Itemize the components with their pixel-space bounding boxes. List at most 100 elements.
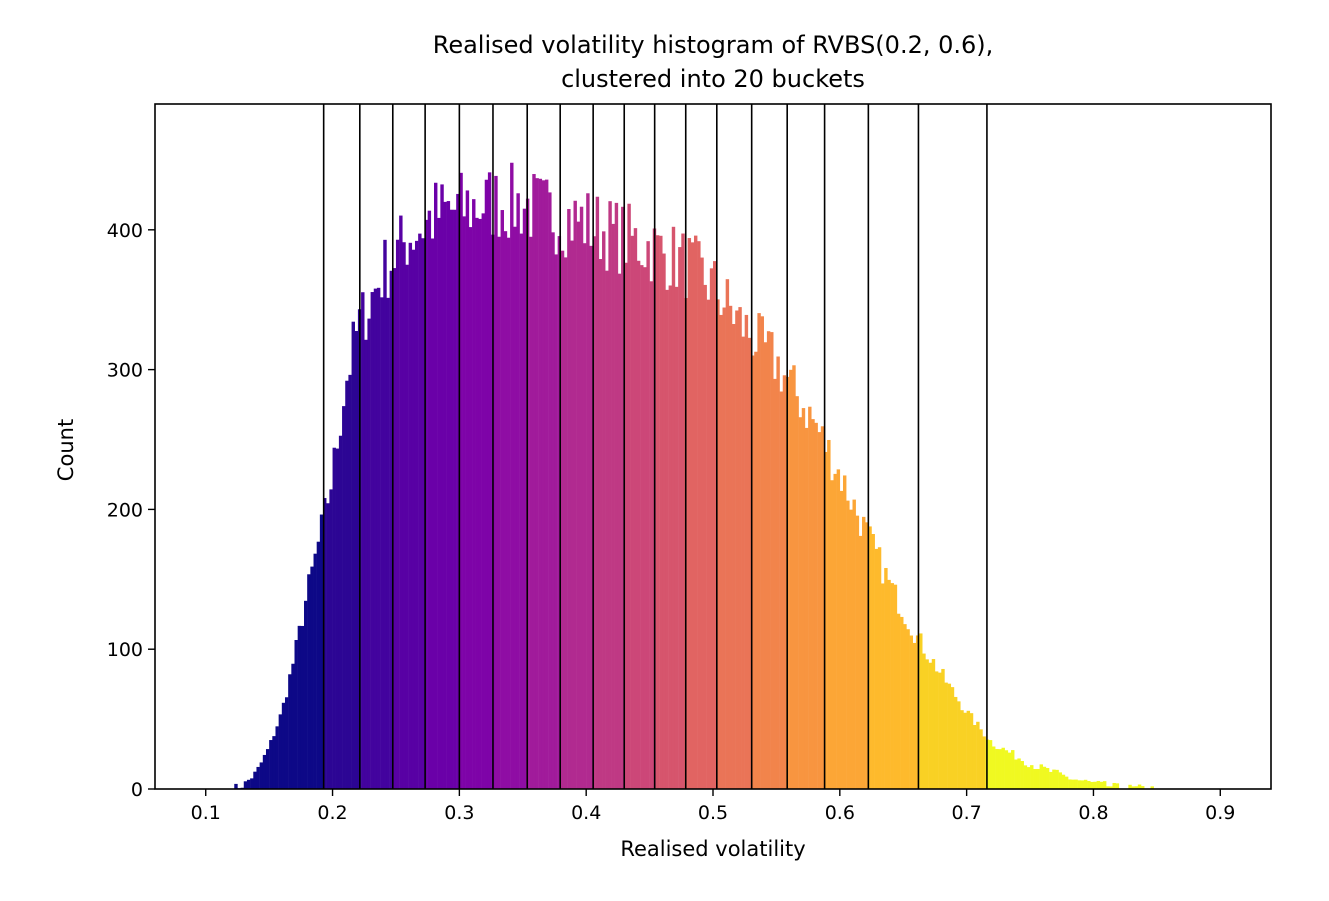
histogram-bar: [586, 193, 590, 789]
x-tick-label: 0.1: [191, 802, 221, 824]
histogram-bar: [969, 713, 974, 789]
histogram-bar: [529, 236, 533, 789]
histogram-bar: [323, 498, 327, 789]
histogram-bar: [950, 687, 955, 789]
histogram-bar: [922, 653, 926, 789]
histogram-bar: [766, 331, 771, 789]
histogram-bar: [713, 261, 717, 789]
histogram-bar: [925, 659, 929, 789]
histogram-bar: [896, 613, 901, 789]
histogram-bar: [338, 435, 343, 789]
histogram-bar: [858, 535, 863, 789]
histogram-bar: [953, 696, 958, 789]
histogram-bar: [414, 240, 419, 790]
histogram-bar: [1001, 747, 1005, 789]
histogram-bar: [456, 193, 460, 789]
histogram-bar: [700, 257, 704, 789]
histogram-bar: [804, 427, 809, 789]
histogram-bar: [354, 331, 359, 789]
histogram-bar: [1055, 769, 1059, 789]
histogram-bar: [732, 324, 736, 789]
histogram-bar: [773, 378, 777, 789]
histogram-bar: [510, 162, 514, 789]
histogram-bar: [284, 697, 289, 789]
histogram-bar: [300, 625, 305, 789]
histogram-bar: [1083, 779, 1088, 789]
histogram-bar: [912, 642, 917, 789]
histogram-bar: [846, 500, 850, 789]
histogram-bar: [453, 209, 457, 789]
histogram-bar: [1109, 786, 1113, 789]
histogram-bar: [890, 583, 894, 789]
histogram-bar: [1033, 769, 1037, 789]
histogram-bar: [998, 749, 1002, 789]
histogram-bar: [906, 629, 910, 789]
histogram-bar: [671, 226, 676, 790]
histogram-bar: [728, 305, 733, 789]
histogram-bar: [592, 236, 596, 789]
histogram-bar: [269, 740, 273, 789]
histogram-bar: [605, 270, 609, 789]
histogram-bar: [1064, 776, 1069, 789]
x-tick-label: 0.2: [317, 802, 347, 824]
histogram-bar: [535, 178, 539, 789]
histogram-bar: [364, 339, 368, 789]
histogram-bar: [519, 233, 524, 790]
histogram-bar: [614, 202, 619, 789]
histogram-bar: [947, 683, 952, 789]
histogram-bar: [459, 172, 463, 790]
histogram-bar: [1030, 765, 1034, 789]
histogram-bar: [1137, 784, 1142, 789]
histogram-bar: [820, 426, 825, 789]
histogram-bar: [751, 355, 755, 789]
histogram-bar: [386, 297, 390, 789]
histogram-bar: [674, 286, 679, 789]
histogram-bar: [532, 174, 536, 789]
histogram-bar: [855, 515, 860, 789]
histogram-bar: [1099, 781, 1104, 789]
histogram-bar: [513, 226, 517, 790]
histogram-bar: [655, 235, 660, 790]
histogram-bar: [563, 257, 568, 789]
histogram-bar: [830, 480, 834, 789]
histogram-bar: [234, 783, 238, 789]
histogram-bar: [630, 235, 634, 789]
histogram-bar: [348, 374, 352, 789]
histogram-bar: [934, 671, 939, 789]
histogram-bar: [1020, 761, 1024, 789]
histogram-bar: [446, 201, 451, 790]
histogram-bar: [725, 279, 730, 789]
histogram-bar: [770, 332, 774, 789]
histogram-bar: [782, 375, 787, 789]
histogram-bar: [1106, 786, 1110, 789]
histogram-bar: [928, 662, 933, 789]
histogram-bar: [297, 625, 302, 789]
histogram-bar: [703, 284, 707, 789]
histogram-bar: [405, 264, 409, 789]
histogram-bar: [1061, 774, 1066, 789]
histogram-bar: [1039, 764, 1043, 789]
histogram-bar: [440, 184, 444, 789]
x-tick-label: 0.5: [698, 802, 728, 824]
histogram-bar: [738, 307, 742, 789]
histogram-bar: [915, 635, 920, 789]
x-tick-label: 0.3: [444, 802, 474, 824]
histogram-bar: [494, 175, 498, 790]
histogram-bar: [709, 268, 714, 790]
histogram-bar: [763, 342, 768, 789]
bucket-boundaries: [322, 104, 988, 789]
histogram-bar: [544, 179, 549, 790]
histogram-bar: [250, 778, 254, 789]
y-tick-label: 100: [107, 639, 143, 661]
histogram-bar: [957, 701, 961, 789]
histogram-bar: [665, 289, 669, 789]
histogram-bar: [538, 178, 543, 789]
histogram-bar: [342, 406, 346, 789]
histogram-bar: [976, 721, 980, 789]
x-tick-label: 0.4: [571, 802, 601, 824]
histogram-bar: [817, 432, 822, 789]
histogram-bar: [862, 516, 866, 789]
histogram-bar: [1036, 768, 1040, 789]
histogram-bar: [278, 714, 283, 789]
histogram-bar: [522, 208, 527, 789]
